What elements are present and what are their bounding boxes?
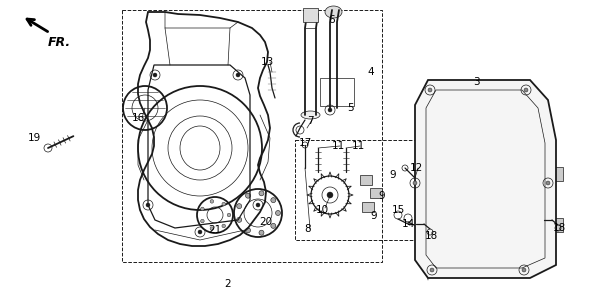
Circle shape bbox=[222, 202, 225, 206]
Text: 15: 15 bbox=[391, 205, 405, 215]
Text: 19: 19 bbox=[27, 133, 41, 143]
Circle shape bbox=[210, 227, 214, 231]
Text: 20: 20 bbox=[260, 217, 273, 227]
Polygon shape bbox=[362, 202, 374, 212]
Text: 11: 11 bbox=[352, 141, 365, 151]
Text: 16: 16 bbox=[132, 113, 145, 123]
Text: 21: 21 bbox=[208, 225, 222, 235]
Circle shape bbox=[222, 224, 225, 228]
Circle shape bbox=[430, 268, 434, 272]
Circle shape bbox=[153, 73, 157, 77]
Circle shape bbox=[237, 217, 242, 222]
Circle shape bbox=[201, 207, 204, 211]
Ellipse shape bbox=[325, 6, 342, 18]
Text: 9: 9 bbox=[379, 191, 385, 201]
Circle shape bbox=[201, 219, 204, 223]
Text: 4: 4 bbox=[368, 67, 374, 77]
Circle shape bbox=[236, 73, 240, 77]
Circle shape bbox=[522, 268, 526, 272]
Bar bbox=[303, 8, 318, 22]
Circle shape bbox=[413, 181, 417, 185]
Circle shape bbox=[245, 193, 251, 198]
Circle shape bbox=[524, 88, 528, 92]
Circle shape bbox=[259, 191, 264, 196]
Text: 2: 2 bbox=[225, 279, 231, 289]
Circle shape bbox=[198, 230, 202, 234]
Circle shape bbox=[428, 88, 432, 92]
Text: 18: 18 bbox=[552, 223, 566, 233]
Text: 6: 6 bbox=[329, 15, 335, 25]
Circle shape bbox=[146, 203, 150, 207]
Text: 13: 13 bbox=[260, 57, 274, 67]
Bar bbox=[295, 140, 425, 240]
Circle shape bbox=[210, 200, 214, 203]
Circle shape bbox=[546, 181, 550, 185]
Polygon shape bbox=[415, 80, 556, 278]
Text: 10: 10 bbox=[316, 205, 329, 215]
Circle shape bbox=[327, 192, 333, 198]
Text: 18: 18 bbox=[424, 231, 438, 241]
Circle shape bbox=[256, 203, 260, 207]
Circle shape bbox=[259, 230, 264, 235]
Text: 5: 5 bbox=[348, 103, 355, 113]
Circle shape bbox=[276, 210, 280, 216]
Circle shape bbox=[328, 108, 332, 112]
Text: 14: 14 bbox=[401, 219, 415, 229]
Circle shape bbox=[245, 228, 251, 233]
Text: 3: 3 bbox=[473, 77, 479, 87]
Circle shape bbox=[271, 198, 276, 203]
Circle shape bbox=[227, 213, 231, 217]
Ellipse shape bbox=[301, 111, 320, 119]
Circle shape bbox=[237, 204, 242, 209]
Text: 8: 8 bbox=[304, 224, 312, 234]
Polygon shape bbox=[360, 175, 372, 185]
Text: FR.: FR. bbox=[48, 36, 71, 49]
Bar bbox=[555, 167, 563, 181]
Text: 11: 11 bbox=[332, 141, 345, 151]
Bar bbox=[555, 218, 563, 232]
Text: 7: 7 bbox=[307, 116, 313, 126]
Circle shape bbox=[271, 223, 276, 228]
Text: 17: 17 bbox=[299, 138, 312, 148]
Text: 9: 9 bbox=[389, 170, 396, 180]
Bar bbox=[122, 10, 382, 262]
Text: 12: 12 bbox=[409, 163, 422, 173]
Bar bbox=[320, 78, 354, 106]
Polygon shape bbox=[370, 188, 382, 198]
Text: 9: 9 bbox=[371, 211, 378, 221]
